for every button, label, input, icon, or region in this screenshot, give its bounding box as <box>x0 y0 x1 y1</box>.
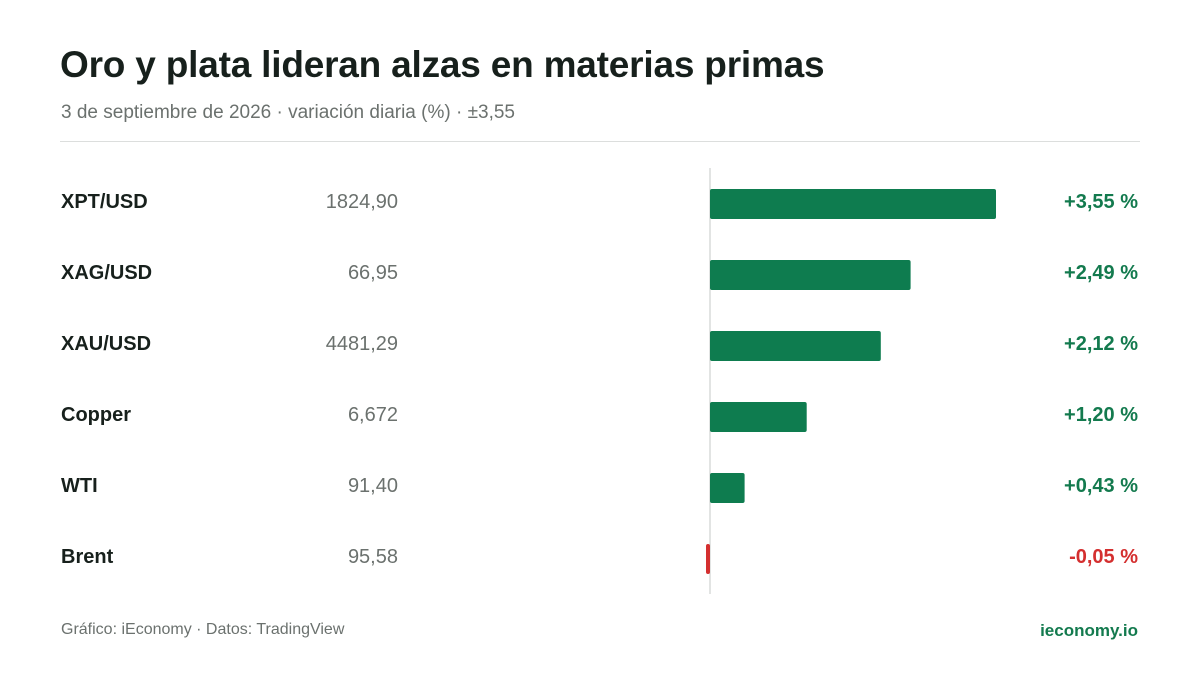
bar-brent <box>706 544 710 574</box>
price-label: 91,40 <box>347 475 398 497</box>
footer-brand-link[interactable]: ieconomy.io <box>1040 621 1138 640</box>
category-label: XAU/USD <box>61 333 152 355</box>
category-label: WTI <box>61 475 98 497</box>
category-label: Brent <box>61 546 114 568</box>
bar-xpt-usd <box>710 189 996 219</box>
change-value-label: +3,55 % <box>1064 191 1138 213</box>
bar-xag-usd <box>710 260 911 290</box>
bar-copper <box>710 402 807 432</box>
price-label: 1824,90 <box>325 191 398 213</box>
change-value-label: +1,20 % <box>1064 404 1138 426</box>
change-value-label: -0,05 % <box>1069 546 1138 568</box>
bar-xau-usd <box>710 331 881 361</box>
footer-source: Gráfico: iEconomy · Datos: TradingView <box>61 621 345 638</box>
price-label: 66,95 <box>347 262 398 284</box>
category-label: XAG/USD <box>61 262 153 284</box>
bar-wti <box>710 473 745 503</box>
price-label: 4481,29 <box>325 333 398 355</box>
chart-subtitle: 3 de septiembre de 2026 · variación diar… <box>61 102 515 123</box>
price-label: 95,58 <box>347 546 398 568</box>
category-label: Copper <box>61 404 131 426</box>
change-value-label: +2,12 % <box>1064 333 1138 355</box>
price-label: 6,672 <box>347 404 398 426</box>
change-value-label: +2,49 % <box>1064 262 1138 284</box>
change-value-label: +0,43 % <box>1064 475 1138 497</box>
chart-title: Oro y plata lideran alzas en materias pr… <box>60 44 825 85</box>
category-label: XPT/USD <box>61 191 148 213</box>
header-divider <box>60 141 1140 142</box>
